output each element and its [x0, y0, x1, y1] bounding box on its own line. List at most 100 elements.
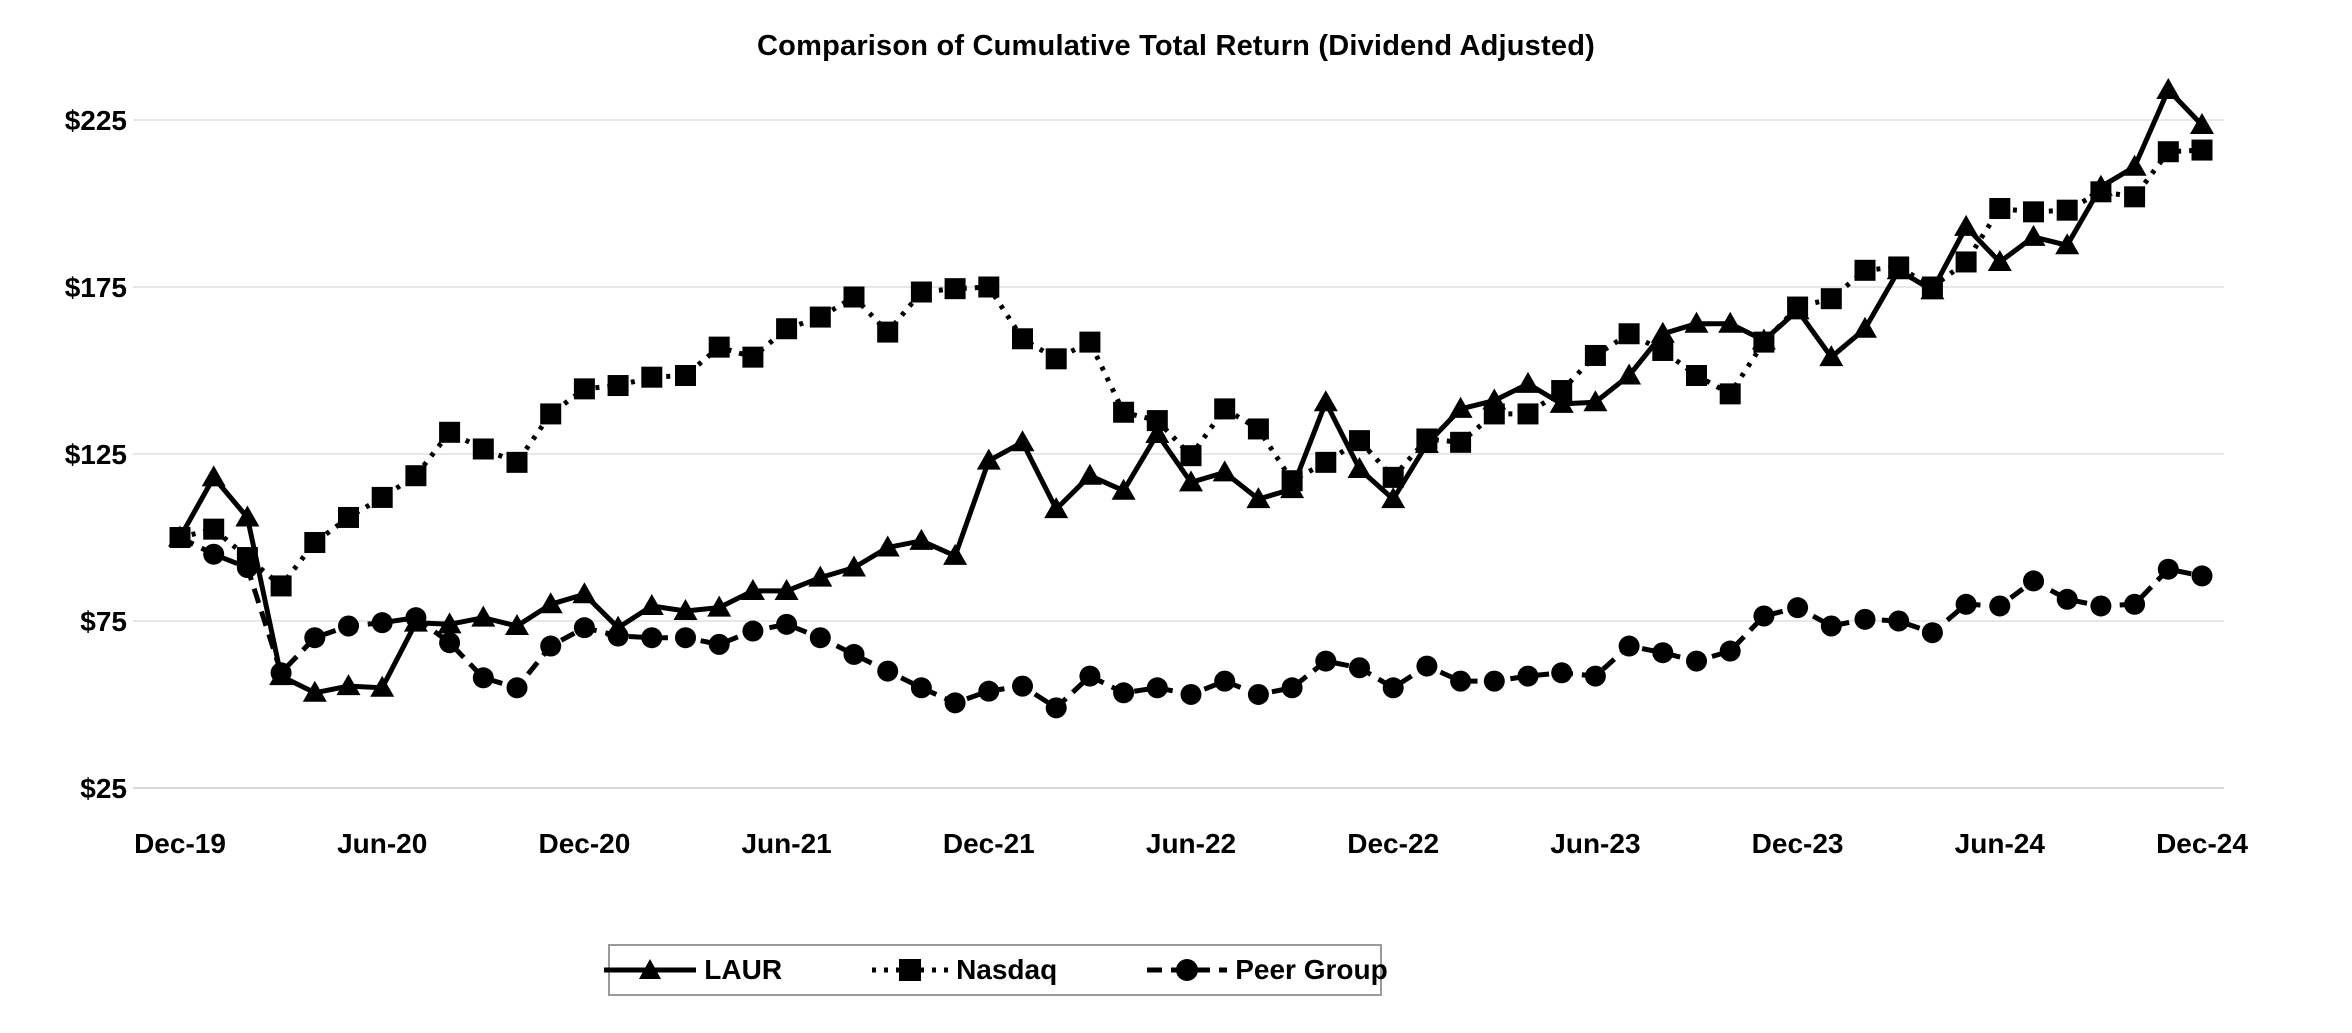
marker-peer-group-May-24 [1955, 593, 1977, 615]
marker-laur-Sep-23 [1684, 311, 1709, 333]
marker-peer-group-Feb-22 [1045, 697, 1067, 719]
marker-peer-group-Jul-23 [1618, 635, 1640, 657]
marker-peer-group-Jul-22 [1214, 670, 1236, 692]
marker-laur-Nov-24 [2156, 77, 2181, 99]
marker-peer-group-Sep-21 [877, 660, 899, 682]
marker-peer-group-Jun-23 [1584, 665, 1606, 687]
marker-laur-Nov-22 [1347, 457, 1372, 479]
marker-peer-group-Apr-24 [1921, 622, 1943, 644]
marker-nasdaq-Nov-23 [1753, 331, 1775, 353]
marker-laur-Nov-21 [943, 543, 968, 565]
marker-nasdaq-Jul-22 [1214, 398, 1236, 420]
marker-peer-group-Nov-20 [540, 635, 562, 657]
marker-peer-group-Nov-22 [1349, 657, 1370, 679]
marker-nasdaq-Dec-20 [573, 378, 595, 400]
marker-peer-group-Apr-23 [1517, 665, 1539, 687]
marker-peer-group-Jun-24 [1989, 595, 2011, 617]
marker-nasdaq-Nov-22 [1349, 430, 1370, 452]
marker-laur-Feb-24 [1853, 316, 1877, 338]
marker-peer-group-Sep-23 [1686, 650, 1707, 672]
marker-laur-Apr-20 [302, 680, 327, 702]
marker-peer-group-Feb-24 [1854, 608, 1876, 630]
marker-peer-group-Aug-23 [1652, 642, 1674, 664]
marker-peer-group-May-23 [1551, 662, 1573, 684]
marker-nasdaq-Feb-22 [1045, 348, 1067, 370]
marker-nasdaq-Sep-22 [1281, 470, 1303, 492]
marker-nasdaq-Feb-23 [1450, 431, 1472, 453]
marker-laur-Aug-21 [842, 555, 866, 577]
marker-nasdaq-Jul-23 [1618, 323, 1640, 345]
marker-nasdaq-Jan-21 [607, 375, 629, 397]
marker-laur-May-23 [1549, 391, 1574, 413]
series-line-nasdaq [179, 147, 2203, 589]
marker-laur-Aug-22 [1246, 487, 1271, 509]
marker-nasdaq-Dec-22 [1382, 466, 1404, 488]
marker-laur-Dec-21 [976, 448, 1001, 470]
y-tick-label-125: $125 [65, 439, 127, 470]
marker-peer-group-Mar-24 [1888, 610, 1910, 632]
marker-nasdaq-Dec-23 [1787, 296, 1809, 318]
marker-nasdaq-Mar-20 [270, 575, 292, 597]
marker-nasdaq-Sep-21 [877, 321, 899, 343]
x-tick-label-Jun-22: Jun-22 [1146, 828, 1236, 859]
marker-nasdaq-Jul-24 [2023, 201, 2044, 223]
marker-laur-Jul-21 [808, 565, 833, 587]
marker-laur-Dec-20 [572, 582, 597, 604]
marker-nasdaq-Jun-24 [1989, 198, 2011, 220]
marker-peer-group-Jun-20 [371, 612, 393, 634]
marker-laur-Mar-21 [673, 598, 698, 620]
marker-peer-group-Dec-23 [1787, 597, 1809, 619]
marker-peer-group-Feb-20 [236, 557, 258, 579]
marker-nasdaq-Oct-23 [1719, 383, 1741, 405]
marker-nasdaq-Oct-24 [2124, 186, 2146, 208]
marker-peer-group-Aug-20 [439, 632, 461, 654]
marker-laur-Nov-20 [538, 592, 563, 614]
marker-laur-Feb-23 [1448, 396, 1473, 418]
x-tick-label-Dec-19: Dec-19 [134, 828, 226, 859]
marker-nasdaq-Sep-23 [1686, 365, 1707, 387]
marker-laur-Oct-22 [1313, 390, 1338, 412]
marker-peer-group-Nov-21 [944, 692, 966, 714]
marker-peer-group-Jan-21 [607, 625, 629, 647]
marker-peer-group-Mar-20 [270, 662, 292, 684]
marker-nasdaq-Jan-20 [203, 518, 225, 540]
x-tick-label-Jun-24: Jun-24 [1955, 828, 2046, 859]
marker-peer-group-Oct-23 [1719, 640, 1741, 662]
marker-nasdaq-Apr-21 [708, 336, 730, 358]
marker-nasdaq-Aug-21 [843, 286, 865, 308]
marker-nasdaq-Aug-24 [2056, 199, 2078, 221]
marker-nasdaq-Dec-21 [978, 276, 1000, 298]
marker-peer-group-Jan-23 [1416, 655, 1438, 677]
marker-peer-group-Aug-21 [843, 643, 865, 665]
marker-nasdaq-Jan-23 [1416, 428, 1438, 450]
marker-peer-group-Apr-22 [1113, 682, 1135, 704]
marker-laur-Jul-24 [2021, 224, 2046, 246]
marker-laur-Jan-20 [201, 465, 226, 487]
marker-peer-group-Apr-20 [304, 627, 326, 649]
marker-laur-Sep-21 [875, 535, 900, 557]
marker-nasdaq-Apr-22 [1113, 401, 1135, 423]
marker-laur-May-24 [1954, 214, 1979, 236]
marker-peer-group-Feb-21 [641, 627, 663, 649]
marker-nasdaq-Jan-24 [1820, 288, 1842, 310]
marker-laur-Feb-21 [639, 593, 664, 615]
legend: LAUR Nasdaq Peer Group [604, 944, 1388, 996]
marker-laur-Aug-23 [1650, 321, 1675, 343]
marker-nasdaq-Jul-20 [405, 465, 427, 487]
marker-nasdaq-Jul-21 [809, 306, 831, 328]
marker-laur-Sep-20 [471, 605, 496, 627]
marker-nasdaq-Jun-22 [1180, 445, 1202, 467]
marker-peer-group-Dec-20 [573, 617, 595, 639]
marker-laur-Aug-20 [437, 612, 462, 634]
marker-peer-group-Oct-20 [506, 677, 528, 699]
marker-nasdaq-Nov-24 [2157, 141, 2179, 163]
marker-nasdaq-Apr-23 [1517, 403, 1539, 425]
marker-nasdaq-Sep-24 [2090, 181, 2112, 203]
marker-laur-Feb-22 [1044, 497, 1069, 519]
marker-nasdaq-Mar-24 [1888, 256, 1910, 278]
marker-laur-Oct-24 [2122, 154, 2147, 176]
marker-laur-Feb-20 [235, 505, 260, 527]
marker-peer-group-Jul-20 [405, 607, 427, 629]
marker-peer-group-Mar-21 [675, 627, 696, 649]
